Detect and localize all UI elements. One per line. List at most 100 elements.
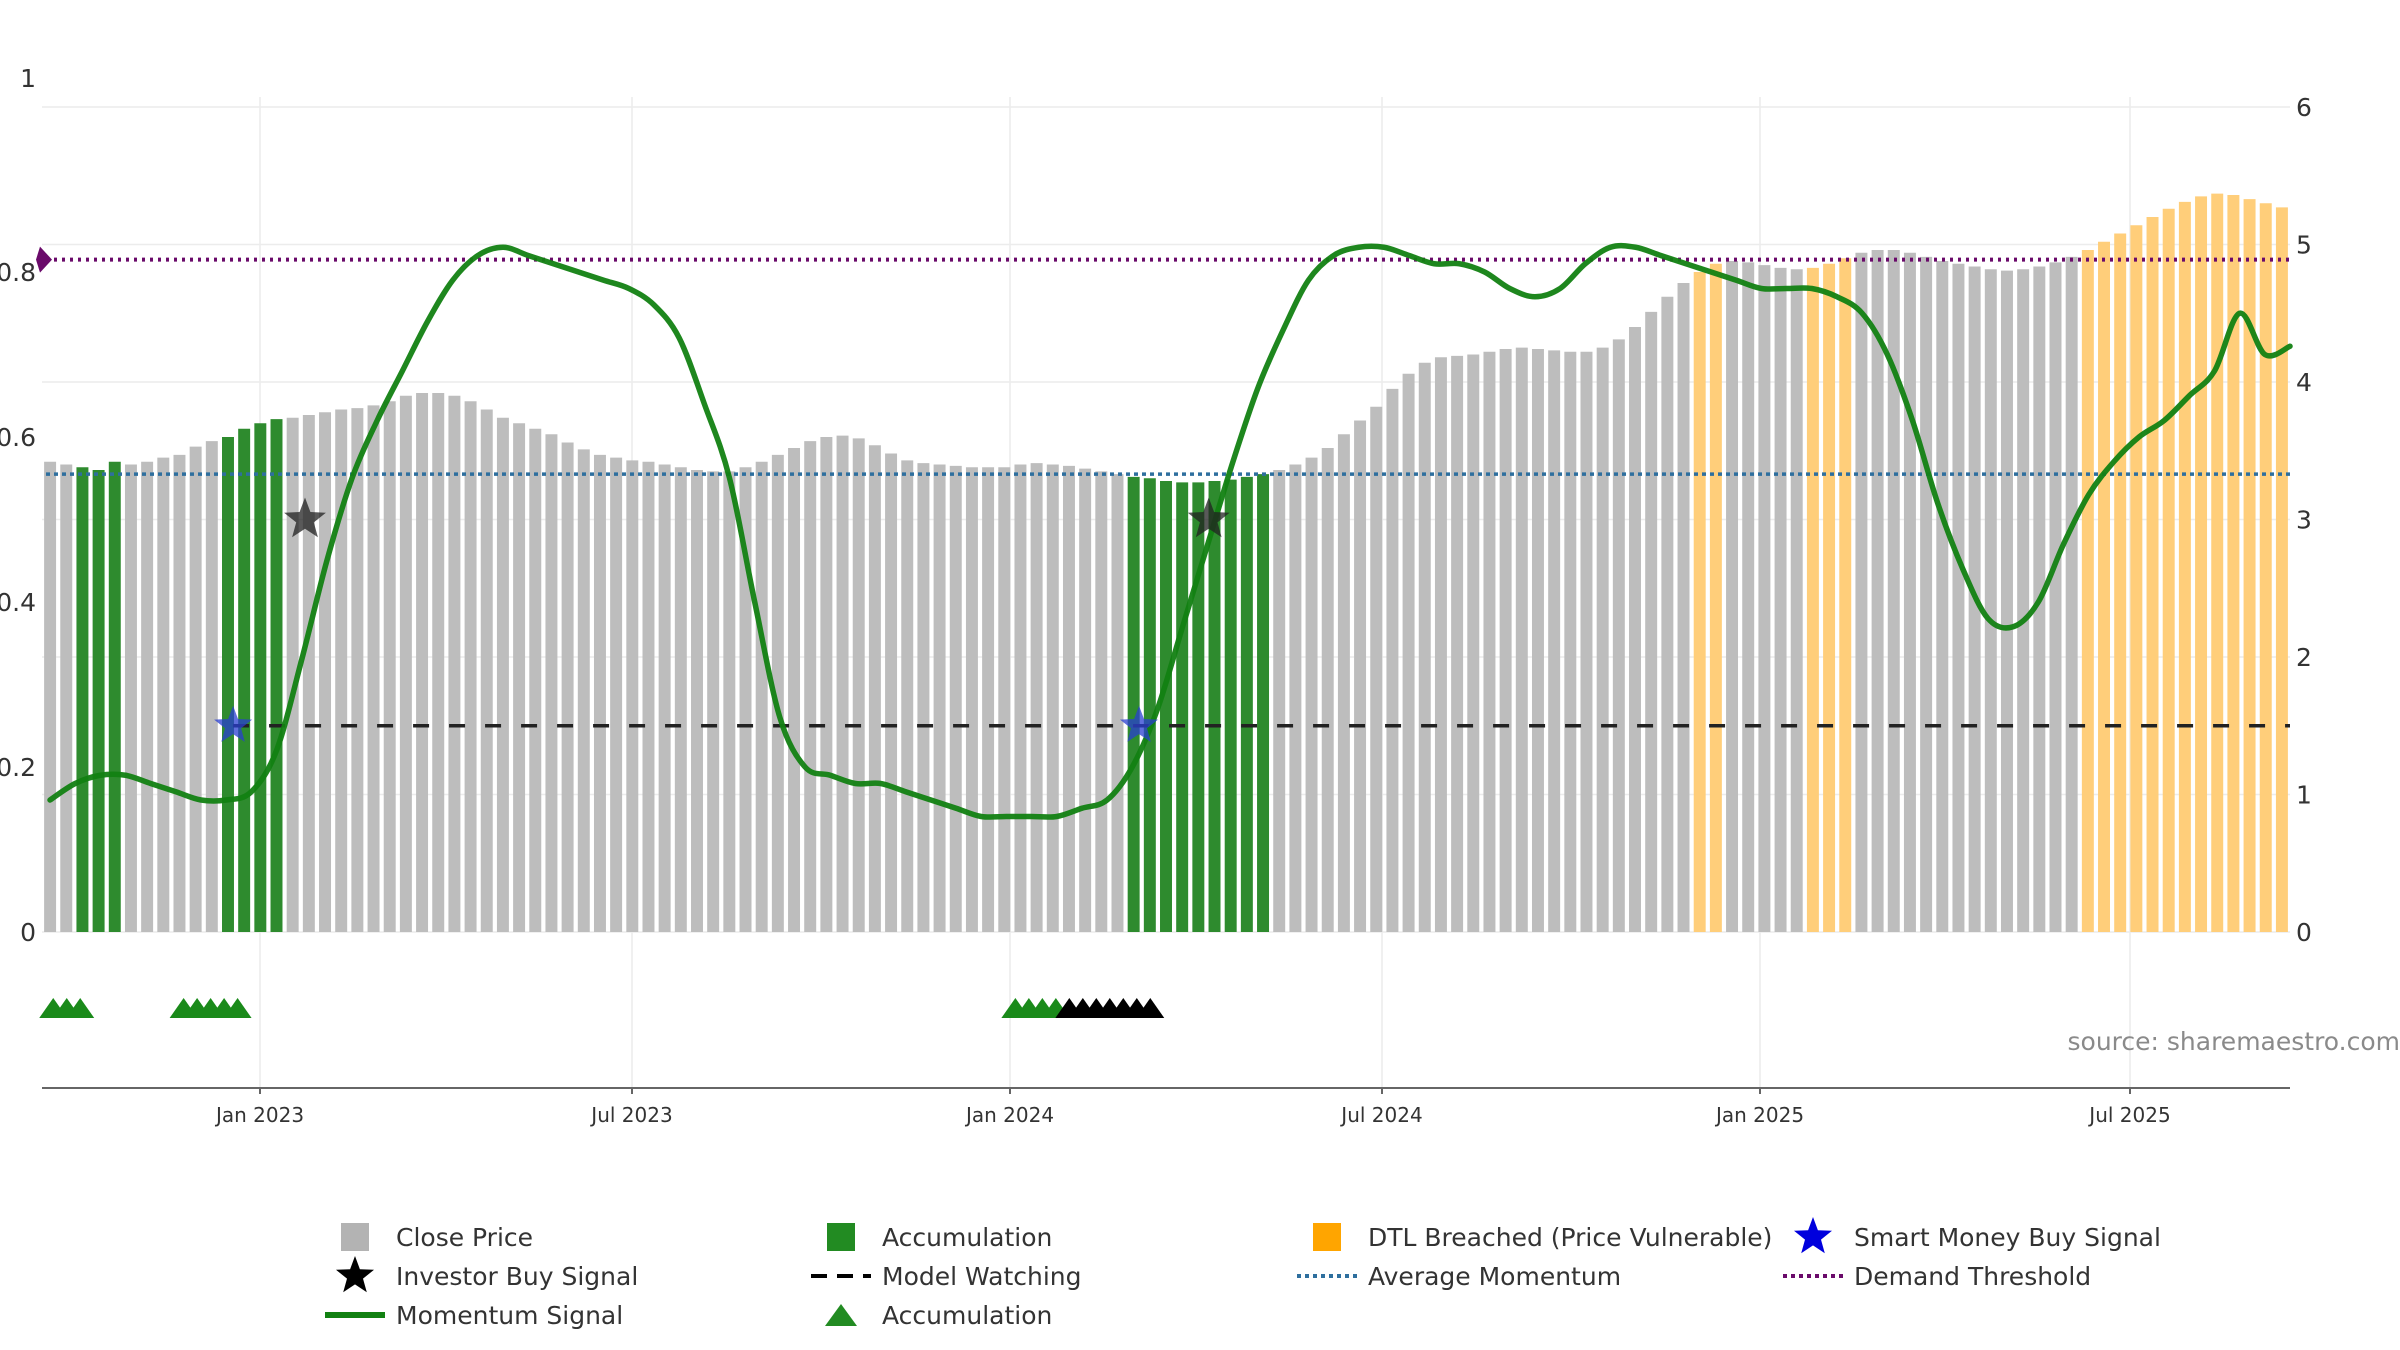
source-label: source: sharemaestro.com (2068, 1027, 2400, 1056)
dtl-breached-bar (2259, 203, 2272, 932)
dtl-breached-bar (2162, 208, 2175, 932)
accumulation-bar (1224, 479, 1237, 932)
close-price-legend-swatch (341, 1223, 369, 1251)
right-tick-label: 0 (2296, 918, 2312, 947)
close-price-bar (836, 435, 849, 932)
dtl-breached-price-vulnerable-legend-swatch (1313, 1223, 1341, 1251)
close-price-bar (60, 464, 73, 932)
close-price-bar (1402, 373, 1415, 932)
dtl-breached-bar (2243, 199, 2256, 932)
right-tick-label: 3 (2296, 506, 2312, 535)
close-price-bar (1370, 406, 1383, 932)
close-price-bar (480, 409, 493, 932)
close-price-bar (998, 467, 1011, 932)
close-price-bar (820, 437, 833, 932)
close-price-bar (804, 441, 817, 932)
close-price-bar (1483, 351, 1496, 932)
dtl-breached-bar (1693, 272, 1706, 932)
close-price-bar (545, 434, 558, 932)
dtl-breached-bar (1806, 267, 1819, 932)
close-price-bar (917, 463, 930, 932)
reference-lines (36, 246, 2290, 728)
close-price-bar (286, 417, 299, 932)
close-price-bar (885, 453, 898, 932)
left-tick-label: 0.2 (0, 753, 36, 782)
close-price-bar (1774, 267, 1787, 932)
close-price-bar (852, 438, 865, 932)
smart-money-buy-signal-legend-label: Smart Money Buy Signal (1854, 1223, 2161, 1252)
accumulation-triangle (223, 998, 252, 1018)
close-price-bar (205, 441, 218, 932)
close-price-bar (529, 428, 542, 932)
close-price-bar (901, 460, 914, 932)
accumulation-bar (92, 470, 105, 932)
investor-buy-star (1187, 497, 1230, 538)
close-price-bar (1273, 470, 1286, 932)
close-price-bar (1354, 420, 1367, 932)
close-price-bar (1014, 464, 1027, 932)
accumulation-bar (108, 461, 121, 932)
dtl-breached-bar (2130, 225, 2143, 932)
close-price-bar (1758, 265, 1771, 932)
close-price-bar (610, 457, 623, 932)
close-price-bar (189, 446, 202, 932)
close-price-bar (707, 471, 720, 932)
accumulation-bar (1208, 481, 1221, 932)
axes: 0 0.2 0.4 0.6 0.8 1 0 1 2 3 4 5 6 Jan 2023 Jul 2023 Jan… (0, 64, 2312, 1127)
close-price-bar (1095, 471, 1108, 932)
close-price-bar (1742, 262, 1755, 932)
investor-buy-signal-legend-star (336, 1256, 374, 1293)
close-price-bar (739, 467, 752, 932)
close-price-bar (302, 415, 315, 932)
close-price-bar (1580, 351, 1593, 932)
close-price-bar (626, 460, 639, 932)
right-tick-label: 1 (2296, 781, 2312, 810)
close-price-bar (1111, 474, 1124, 932)
close-price-bar (2065, 256, 2078, 932)
dtl-breached-bar (2146, 217, 2159, 932)
close-price-bar (173, 454, 186, 932)
dtl-breached-bar (2178, 201, 2191, 932)
close-price-bar (1790, 269, 1803, 932)
dtl-breached-bar (1823, 263, 1836, 932)
close-price-bar (674, 467, 687, 932)
accumulation-triangle (1136, 998, 1165, 1018)
close-price-bar (1984, 269, 1997, 932)
dtl-breached-bar (1709, 263, 1722, 932)
left-tick-label: 0 (20, 918, 36, 947)
close-price-bar (658, 464, 671, 932)
close-price-bar (933, 464, 946, 932)
momentum-signal-line (47, 242, 2293, 820)
close-price-bar (513, 423, 526, 932)
close-price-bar (1467, 354, 1480, 932)
x-tick-label: Jan 2025 (1714, 1103, 1804, 1127)
x-tick-label: Jan 2024 (964, 1103, 1054, 1127)
dtl-breached-bar (2081, 250, 2094, 932)
close-price-bar (157, 457, 170, 932)
close-price-bar (1434, 357, 1447, 932)
x-tick-label: Jul 2023 (589, 1103, 672, 1127)
close-price-bar (868, 445, 881, 932)
close-price-bar (642, 461, 655, 932)
right-tick-label: 6 (2296, 93, 2312, 122)
close-price-bar (691, 470, 703, 932)
average-momentum-legend-label: Average Momentum (1368, 1262, 1621, 1291)
accumulation-bar (1240, 476, 1253, 932)
dtl-breached-bar (2114, 233, 2127, 932)
close-price-bar (561, 442, 574, 932)
accumulation-bar (1192, 482, 1205, 932)
model-watching-legend-label: Model Watching (882, 1262, 1082, 1291)
momentum-line-group (47, 242, 2293, 820)
close-price-bar (416, 393, 429, 932)
accumulation-legend-triangle (825, 1304, 857, 1326)
close-price-bar (949, 465, 962, 932)
close-price-bar (788, 448, 801, 932)
close-price-bar (399, 395, 412, 932)
close-price-bar (577, 449, 590, 932)
investor-buy-signal-legend-label: Investor Buy Signal (396, 1262, 638, 1291)
close-price-bar (1952, 263, 1965, 932)
close-price-bar (1920, 256, 1933, 932)
close-price-bar (464, 401, 477, 932)
dtl-breached-bar (2098, 241, 2110, 932)
accumulation-triangle (66, 998, 95, 1018)
